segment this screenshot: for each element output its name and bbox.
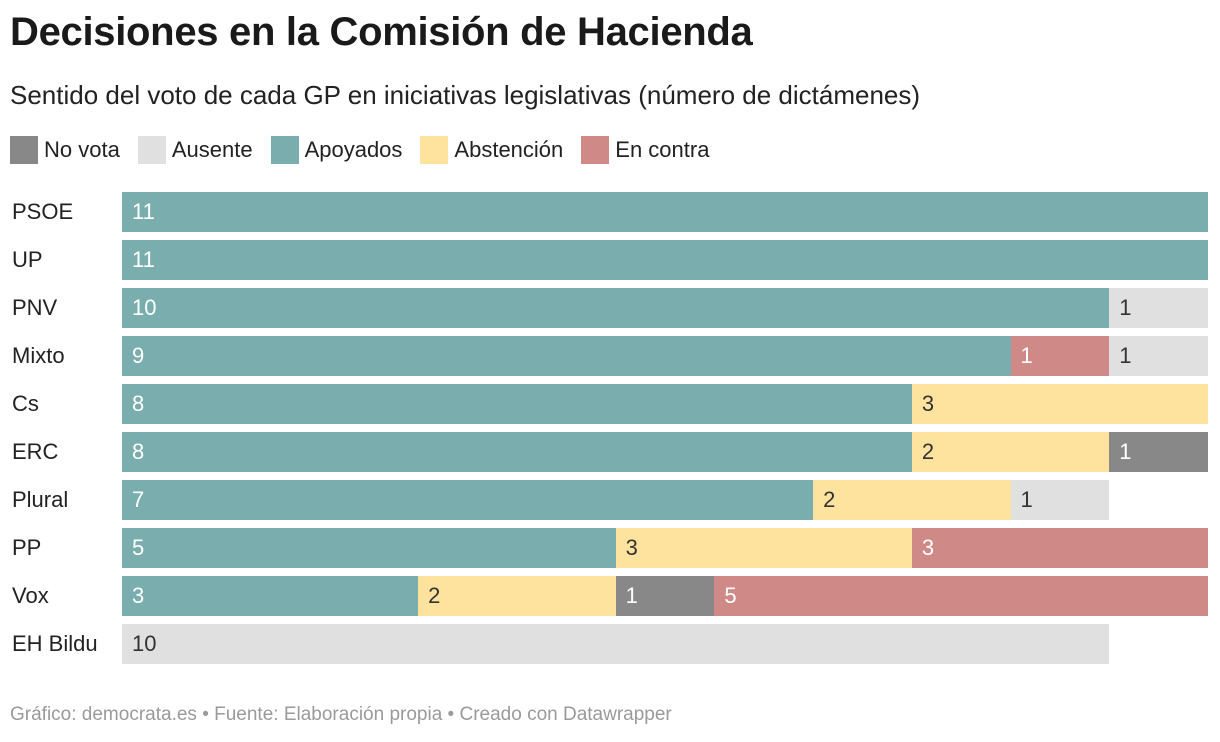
legend-swatch xyxy=(10,136,38,164)
bar-segment-apoyados: 5 xyxy=(122,528,616,568)
bar-row-up: UP 11 xyxy=(0,228,1220,280)
data-label: 1 xyxy=(1119,439,1132,464)
data-label: 9 xyxy=(132,343,145,368)
legend-label: Abstención xyxy=(454,137,564,162)
category-label: PSOE xyxy=(12,199,74,224)
stacked-bar: 11 xyxy=(122,240,1208,280)
bar-row-plural: Plural 7 2 1 xyxy=(0,468,1220,520)
legend-item-abstencion: Abstención xyxy=(420,136,563,164)
legend-item-apoyados: Apoyados xyxy=(270,136,403,164)
bar-row-mixto: Mixto 9 1 1 xyxy=(0,324,1220,376)
stacked-bar: 9 1 1 xyxy=(122,336,1208,376)
stacked-bar: 7 2 1 xyxy=(122,480,1208,520)
bar-segment-en-contra: 5 xyxy=(714,576,1208,616)
chart-legend: No vota Ausente Apoyados Abstención En contr… xyxy=(10,134,727,166)
category-label: PP xyxy=(12,535,42,560)
bar-row-erc: ERC 8 2 1 xyxy=(0,420,1220,472)
bar-row-cs: Cs 8 3 xyxy=(0,372,1220,424)
legend-swatch xyxy=(137,136,166,164)
data-label: 1 xyxy=(1020,487,1033,512)
data-label: 8 xyxy=(132,391,145,416)
chart-title: Decisiones en la Comisión de Hacienda xyxy=(10,10,753,54)
data-label: 2 xyxy=(428,583,441,608)
data-label: 1 xyxy=(625,583,638,608)
stacked-bar: 8 2 1 xyxy=(122,432,1208,472)
data-label: 1 xyxy=(1020,343,1033,368)
bar-segment-abstencion: 3 xyxy=(615,528,912,568)
bar-segment-no-vota: 1 xyxy=(615,576,715,616)
chart-subtitle: Sentido del voto de cada GP en iniciativ… xyxy=(10,80,921,110)
stacked-bar-chart: PSOE 11 UP 11 PNV 10 1 Mixto 9 1 1 Cs 8 3 ERC 8 2 1 Plural… xyxy=(0,180,1220,680)
legend-swatch xyxy=(270,136,299,164)
bar-segment-apoyados: 10 xyxy=(122,288,1110,328)
data-label: 3 xyxy=(921,391,935,416)
data-label: 10 xyxy=(132,631,157,656)
bar-segment-abstencion: 3 xyxy=(911,384,1208,424)
legend-item-en-contra: En contra xyxy=(581,136,709,164)
bar-segment-apoyados: 3 xyxy=(122,576,419,616)
bar-segment-ausente: 10 xyxy=(122,624,1110,664)
data-label: 3 xyxy=(921,535,935,560)
bar-segment-no-vota: 1 xyxy=(1109,432,1208,472)
category-label: PNV xyxy=(12,295,58,320)
data-label: 2 xyxy=(921,439,935,464)
bar-row-vox: Vox 3 2 1 5 xyxy=(0,564,1220,616)
bar-row-psoe: PSOE 11 xyxy=(0,180,1220,232)
legend-swatch xyxy=(581,136,610,164)
data-label: 8 xyxy=(132,439,145,464)
bar-segment-ausente: 1 xyxy=(1010,480,1110,520)
stacked-bar: 10 xyxy=(122,624,1208,664)
bar-segment-ausente: 1 xyxy=(1109,336,1208,376)
bar-row-pnv: PNV 10 1 xyxy=(0,276,1220,328)
stacked-bar: 10 1 xyxy=(122,288,1208,328)
bar-segment-apoyados: 8 xyxy=(122,432,912,472)
chart-footer: Gráfico: democrata.es • Fuente: Elaborac… xyxy=(10,704,672,725)
bar-segment-abstencion: 2 xyxy=(911,432,1110,472)
bar-segment-apoyados: 11 xyxy=(122,240,1208,280)
legend-label: Ausente xyxy=(171,137,253,162)
bar-segment-apoyados: 11 xyxy=(122,192,1208,232)
data-label: 3 xyxy=(132,583,145,608)
stacked-bar: 11 xyxy=(122,192,1208,232)
data-label: 5 xyxy=(724,583,737,608)
data-label: 2 xyxy=(823,487,836,512)
bar-segment-ausente: 1 xyxy=(1109,288,1208,328)
data-label: 1 xyxy=(1119,343,1132,368)
bar-segment-apoyados: 8 xyxy=(122,384,912,424)
data-label: 11 xyxy=(132,247,155,272)
legend-swatch xyxy=(420,136,449,164)
legend-label: Apoyados xyxy=(304,137,403,162)
bar-segment-abstencion: 2 xyxy=(418,576,616,616)
bar-segment-en-contra: 3 xyxy=(911,528,1208,568)
stacked-bar: 5 3 3 xyxy=(122,528,1208,568)
data-label: 3 xyxy=(625,535,638,560)
data-label: 1 xyxy=(1119,295,1132,320)
category-label: Vox xyxy=(12,583,49,608)
bar-row-pp: PP 5 3 3 xyxy=(0,516,1220,568)
data-label: 11 xyxy=(132,199,155,224)
legend-label: En contra xyxy=(615,137,710,162)
legend-item-no-vota: No vota xyxy=(10,136,120,164)
bar-segment-en-contra: 1 xyxy=(1010,336,1110,376)
bar-segment-apoyados: 7 xyxy=(122,480,814,520)
category-label: ERC xyxy=(12,439,59,464)
category-label: EH Bildu xyxy=(12,631,98,656)
category-label: UP xyxy=(12,247,43,272)
category-label: Plural xyxy=(12,487,69,512)
data-label: 5 xyxy=(132,535,145,560)
category-label: Cs xyxy=(12,391,39,416)
bar-segment-abstencion: 2 xyxy=(813,480,1011,520)
data-label: 7 xyxy=(132,487,145,512)
bar-row-eh-bildu: EH Bildu 10 xyxy=(0,612,1220,664)
category-label: Mixto xyxy=(12,343,65,368)
stacked-bar: 3 2 1 5 xyxy=(122,576,1208,616)
legend-item-ausente: Ausente xyxy=(137,136,253,164)
bar-segment-apoyados: 9 xyxy=(122,336,1011,376)
legend-label: No vota xyxy=(44,137,120,162)
data-label: 10 xyxy=(132,295,157,320)
